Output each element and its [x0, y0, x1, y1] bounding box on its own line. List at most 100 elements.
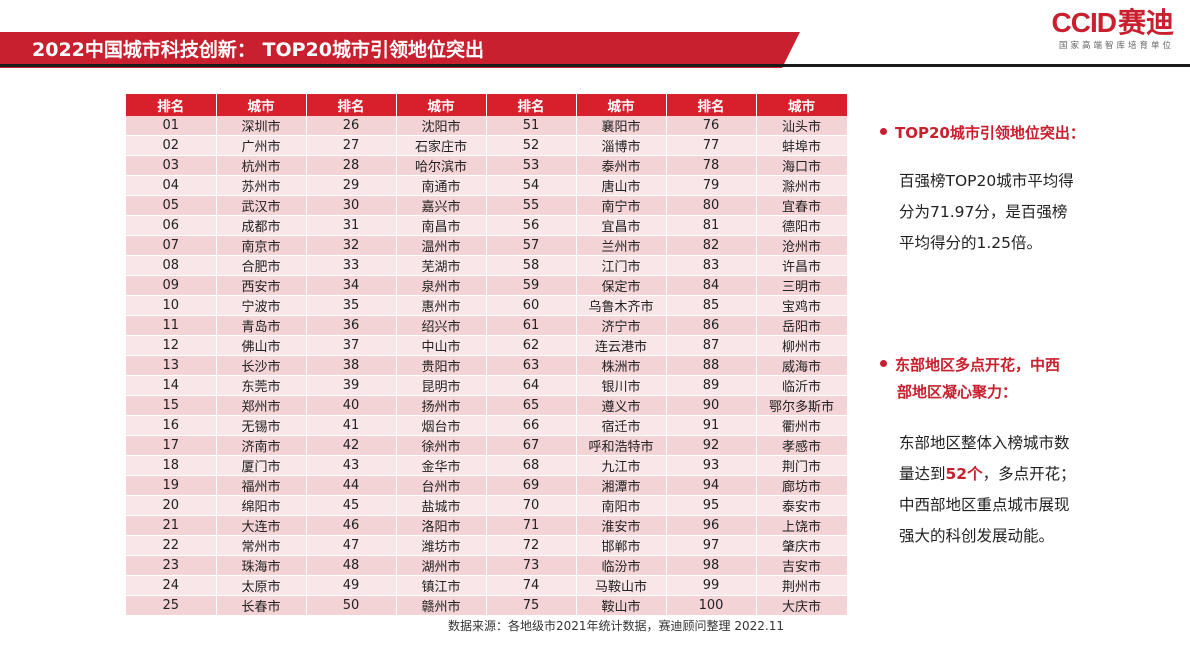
city-cell: 鄂尔多斯市: [756, 395, 848, 416]
point-1-heading-text: TOP20城市引领地位突出：: [895, 124, 1085, 142]
rank-cell: 56: [486, 215, 577, 236]
rank-cell: 75: [486, 595, 577, 616]
table-row: 03 杭州市 28 哈尔滨市 53 泰州市 78 海口市: [126, 155, 848, 176]
table-row: 11 青岛市 36 绍兴市 61 济宁市 86 岳阳市: [126, 315, 848, 336]
city-cell: 潍坊市: [396, 535, 487, 556]
table-row: 04 苏州市 29 南通市 54 唐山市 79 滁州市: [126, 175, 848, 196]
city-cell: 武汉市: [216, 195, 307, 216]
city-cell: 泰安市: [756, 495, 848, 516]
city-cell: 西安市: [216, 275, 307, 296]
city-cell: 扬州市: [396, 395, 487, 416]
city-cell: 孝感市: [756, 435, 848, 456]
rank-cell: 72: [486, 535, 577, 556]
rank-cell: 57: [486, 235, 577, 256]
table-row: 02 广州市 27 石家庄市 52 淄博市 77 蚌埠市: [126, 135, 848, 156]
city-cell: 荆门市: [756, 455, 848, 476]
header-city: 城市: [396, 94, 487, 116]
rank-cell: 62: [486, 335, 577, 356]
rank-cell: 87: [666, 335, 757, 356]
city-cell: 长沙市: [216, 355, 307, 376]
rank-cell: 07: [126, 235, 217, 256]
rank-cell: 34: [306, 275, 397, 296]
city-cell: 济宁市: [576, 315, 667, 336]
rank-cell: 60: [486, 295, 577, 316]
rank-cell: 37: [306, 335, 397, 356]
city-cell: 沈阳市: [396, 116, 487, 136]
rank-cell: 05: [126, 195, 217, 216]
bullet-dot-icon: [880, 128, 887, 135]
rank-cell: 100: [666, 595, 757, 616]
city-cell: 威海市: [756, 355, 848, 376]
rank-cell: 14: [126, 375, 217, 396]
city-cell: 吉安市: [756, 555, 848, 576]
table-row: 20 绵阳市 45 盐城市 70 南阳市 95 泰安市: [126, 495, 848, 516]
rank-cell: 92: [666, 435, 757, 456]
rank-cell: 16: [126, 415, 217, 436]
city-cell: 惠州市: [396, 295, 487, 316]
city-cell: 上饶市: [756, 515, 848, 536]
page-title: 2022中国城市科技创新： TOP20城市引领地位突出: [32, 39, 484, 61]
city-cell: 宁波市: [216, 295, 307, 316]
table-row: 10 宁波市 35 惠州市 60 乌鲁木齐市 85 宝鸡市: [126, 295, 848, 316]
point-2-heading-line: 东部地区多点开花，中西: [895, 356, 1061, 374]
rank-cell: 63: [486, 355, 577, 376]
rank-cell: 47: [306, 535, 397, 556]
city-cell: 泰州市: [576, 155, 667, 176]
city-cell: 保定市: [576, 275, 667, 296]
header-city: 城市: [576, 94, 667, 116]
city-cell: 合肥市: [216, 255, 307, 276]
city-cell: 中山市: [396, 335, 487, 356]
rank-cell: 65: [486, 395, 577, 416]
city-cell: 湖州市: [396, 555, 487, 576]
table-row: 09 西安市 34 泉州市 59 保定市 84 三明市: [126, 275, 848, 296]
city-cell: 蚌埠市: [756, 135, 848, 156]
city-cell: 南阳市: [576, 495, 667, 516]
city-cell: 太原市: [216, 575, 307, 596]
city-cell: 泉州市: [396, 275, 487, 296]
city-cell: 苏州市: [216, 175, 307, 196]
rank-cell: 70: [486, 495, 577, 516]
point-2-heading: 东部地区多点开花，中西 部地区凝心聚力：: [880, 352, 1060, 406]
table-row: 05 武汉市 30 嘉兴市 55 南宁市 80 宜春市: [126, 195, 848, 216]
rank-cell: 90: [666, 395, 757, 416]
rank-cell: 13: [126, 355, 217, 376]
city-cell: 佛山市: [216, 335, 307, 356]
point-1-body-line: 平均得分的1.25倍。: [899, 234, 1043, 252]
table-row: 15 郑州市 40 扬州市 65 遵义市 90 鄂尔多斯市: [126, 395, 848, 416]
city-cell: 汕头市: [756, 116, 848, 136]
city-cell: 肇庆市: [756, 535, 848, 556]
city-cell: 德阳市: [756, 215, 848, 236]
city-cell: 台州市: [396, 475, 487, 496]
city-cell: 临汾市: [576, 555, 667, 576]
rank-cell: 61: [486, 315, 577, 336]
table-row: 19 福州市 44 台州市 69 湘潭市 94 廊坊市: [126, 475, 848, 496]
city-cell: 宝鸡市: [756, 295, 848, 316]
rank-cell: 45: [306, 495, 397, 516]
city-cell: 深圳市: [216, 116, 307, 136]
table-row: 06 成都市 31 南昌市 56 宜昌市 81 德阳市: [126, 215, 848, 236]
city-cell: 唐山市: [576, 175, 667, 196]
body-text: 量达到: [899, 465, 946, 483]
rank-cell: 24: [126, 575, 217, 596]
rank-cell: 11: [126, 315, 217, 336]
table-header-row: 排名 城市 排名 城市 排名 城市 排名 城市: [126, 94, 848, 116]
rank-cell: 98: [666, 555, 757, 576]
table-row: 21 大连市 46 洛阳市 71 淮安市 96 上饶市: [126, 515, 848, 536]
rank-cell: 30: [306, 195, 397, 216]
rank-cell: 06: [126, 215, 217, 236]
rank-cell: 69: [486, 475, 577, 496]
rank-cell: 85: [666, 295, 757, 316]
city-cell: 南京市: [216, 235, 307, 256]
city-cell: 呼和浩特市: [576, 435, 667, 456]
rank-cell: 03: [126, 155, 217, 176]
city-cell: 淮安市: [576, 515, 667, 536]
rank-cell: 91: [666, 415, 757, 436]
table-row: 24 太原市 49 镇江市 74 马鞍山市 99 荆州市: [126, 575, 848, 596]
rank-cell: 23: [126, 555, 217, 576]
header-city: 城市: [216, 94, 307, 116]
bullet-dot-icon: [880, 360, 887, 367]
city-cell: 株洲市: [576, 355, 667, 376]
city-cell: 赣州市: [396, 595, 487, 616]
rank-cell: 36: [306, 315, 397, 336]
rank-cell: 22: [126, 535, 217, 556]
